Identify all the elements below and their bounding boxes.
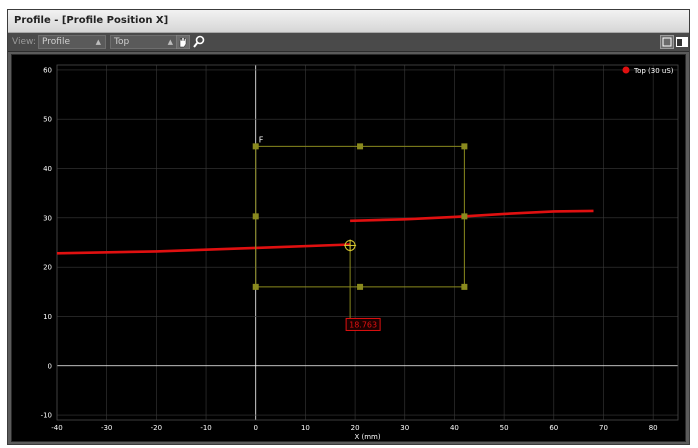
y-tick-label: 10 (43, 313, 52, 321)
x-tick-label: -30 (101, 424, 112, 432)
profile-plot[interactable]: -40 -30 -20 -10 0 10 20 30 40 50 60 70 80 -10 0 10 20 30 4… (11, 54, 686, 442)
y-tick-label: 60 (43, 66, 52, 74)
series-layer (56, 209, 594, 255)
surface-value: Top (114, 37, 130, 47)
dual-view-icon[interactable] (675, 35, 689, 49)
profile-line (350, 209, 594, 223)
region-handle (252, 283, 259, 290)
x-tick-label: -40 (51, 424, 62, 432)
legend-label: Top (30 uS) (633, 67, 674, 75)
measurement-tool[interactable]: 18.763 (344, 239, 381, 331)
x-tick-label: -20 (151, 424, 162, 432)
title-bar: Profile - [Profile Position X] (8, 10, 689, 33)
plot-border (56, 64, 679, 421)
x-tick-label: 40 (450, 424, 459, 432)
select-arrows-icon: ▲ (95, 38, 101, 46)
x-tick-label: 70 (599, 424, 608, 432)
region-handle (357, 283, 364, 290)
grid (56, 64, 679, 421)
region-label: F (259, 135, 264, 144)
select-arrows-icon: ▲ (167, 38, 173, 46)
y-tick-label: 30 (43, 214, 52, 222)
view-label: View: (12, 37, 36, 47)
single-view-icon[interactable] (660, 35, 674, 49)
view-mode-value: Profile (42, 37, 70, 47)
region-handle (252, 143, 259, 150)
tick-labels: -40 -30 -20 -10 0 10 20 30 40 50 60 70 80 -10 0 10 20 30 4… (41, 66, 658, 432)
legend: Top (30 uS) (622, 66, 674, 75)
x-tick-label: 50 (500, 424, 509, 432)
region-handle (461, 213, 468, 220)
profile-line (56, 243, 351, 255)
hand-pan-icon[interactable] (176, 35, 190, 49)
x-axis-label: X (mm) (354, 433, 380, 441)
region-box[interactable]: F (252, 135, 468, 290)
legend-marker (622, 66, 630, 74)
x-tick-label: 10 (301, 424, 310, 432)
profile-chart[interactable]: -40 -30 -20 -10 0 10 20 30 40 50 60 70 80 -10 0 10 20 30 4… (12, 55, 685, 441)
y-tick-label: 40 (43, 165, 52, 173)
x-tick-label: 80 (649, 424, 658, 432)
region-handle (461, 143, 468, 150)
measurement-box (345, 317, 381, 331)
y-tick-label: 50 (43, 116, 52, 124)
x-tick-label: 30 (400, 424, 409, 432)
x-tick-label: 0 (253, 424, 257, 432)
region-handle (461, 283, 468, 290)
y-tick-label: -10 (41, 412, 52, 420)
view-mode-select[interactable]: Profile ▲ (38, 35, 106, 49)
surface-select[interactable]: Top ▲ (110, 35, 178, 49)
y-tick-label: 0 (48, 362, 52, 370)
x-tick-label: -10 (200, 424, 211, 432)
x-tick-label: 20 (351, 424, 360, 432)
window-title: Profile - [Profile Position X] (14, 15, 169, 26)
view-toolbar: View: Profile ▲ Top ▲ (8, 33, 689, 52)
y-tick-label: 20 (43, 264, 52, 272)
measurement-value: 18.763 (349, 320, 377, 329)
region-handle (252, 213, 259, 220)
region-box-outline (255, 145, 465, 288)
profile-window: Profile - [Profile Position X] View: Pro… (7, 9, 690, 445)
magnifier-zoom-icon[interactable] (192, 35, 206, 49)
x-tick-label: 60 (549, 424, 558, 432)
region-handle (357, 143, 364, 150)
